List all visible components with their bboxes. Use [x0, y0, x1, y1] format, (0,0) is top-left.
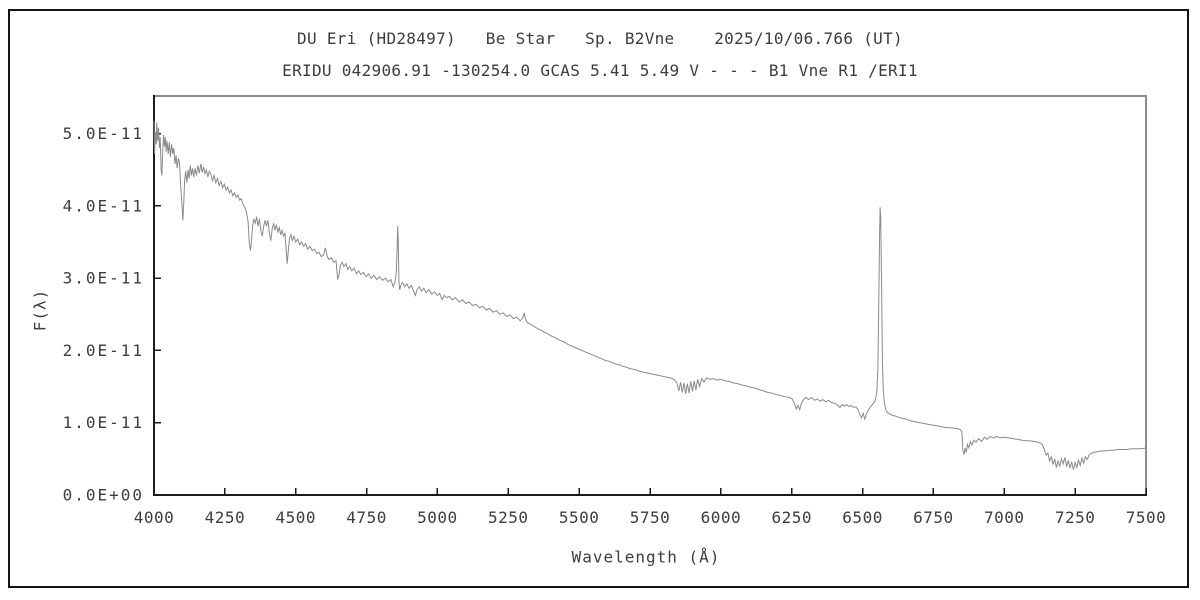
x-axis-tick-label: 4500	[275, 508, 316, 527]
y-axis-label: F(λ)	[30, 288, 50, 332]
x-axis-tick-label: 4250	[205, 508, 246, 527]
x-axis-tick-label: 5250	[488, 508, 529, 527]
x-axis-tick-label: 7500	[1126, 508, 1167, 527]
y-axis-tick-label: 4.0E-11	[63, 196, 144, 215]
y-axis-tick-label: 5.0E-11	[63, 124, 144, 143]
y-axis-tick-label: 2.0E-11	[63, 341, 144, 360]
x-axis-tick-label: 5750	[630, 508, 671, 527]
spectrum-line	[153, 120, 1147, 470]
chart-subtitle: ERIDU 042906.91 -130254.0 GCAS 5.41 5.49…	[282, 61, 918, 80]
y-axis-tick-label: 0.0E+00	[63, 486, 144, 505]
chart-title: DU Eri (HD28497) Be Star Sp. B2Vne 2025/…	[297, 29, 903, 48]
y-axis-tick-label: 1.0E-11	[63, 413, 144, 432]
x-axis-tick-label: 6500	[842, 508, 883, 527]
x-axis-tick-label: 5500	[559, 508, 600, 527]
x-axis-tick-label: 6750	[913, 508, 954, 527]
x-axis-tick-label: 4750	[346, 508, 387, 527]
y-axis-tick-label: 3.0E-11	[63, 269, 144, 288]
x-axis-tick-label: 7000	[984, 508, 1025, 527]
x-axis-tick-label: 6250	[771, 508, 812, 527]
x-axis-tick-label: 5000	[417, 508, 458, 527]
x-axis-tick-label: 6000	[701, 508, 742, 527]
x-axis-tick-label: 7250	[1055, 508, 1096, 527]
image-border	[8, 9, 1189, 588]
x-axis-tick-label: 4000	[134, 508, 175, 527]
x-axis-label: Wavelength (Å)	[571, 547, 721, 567]
